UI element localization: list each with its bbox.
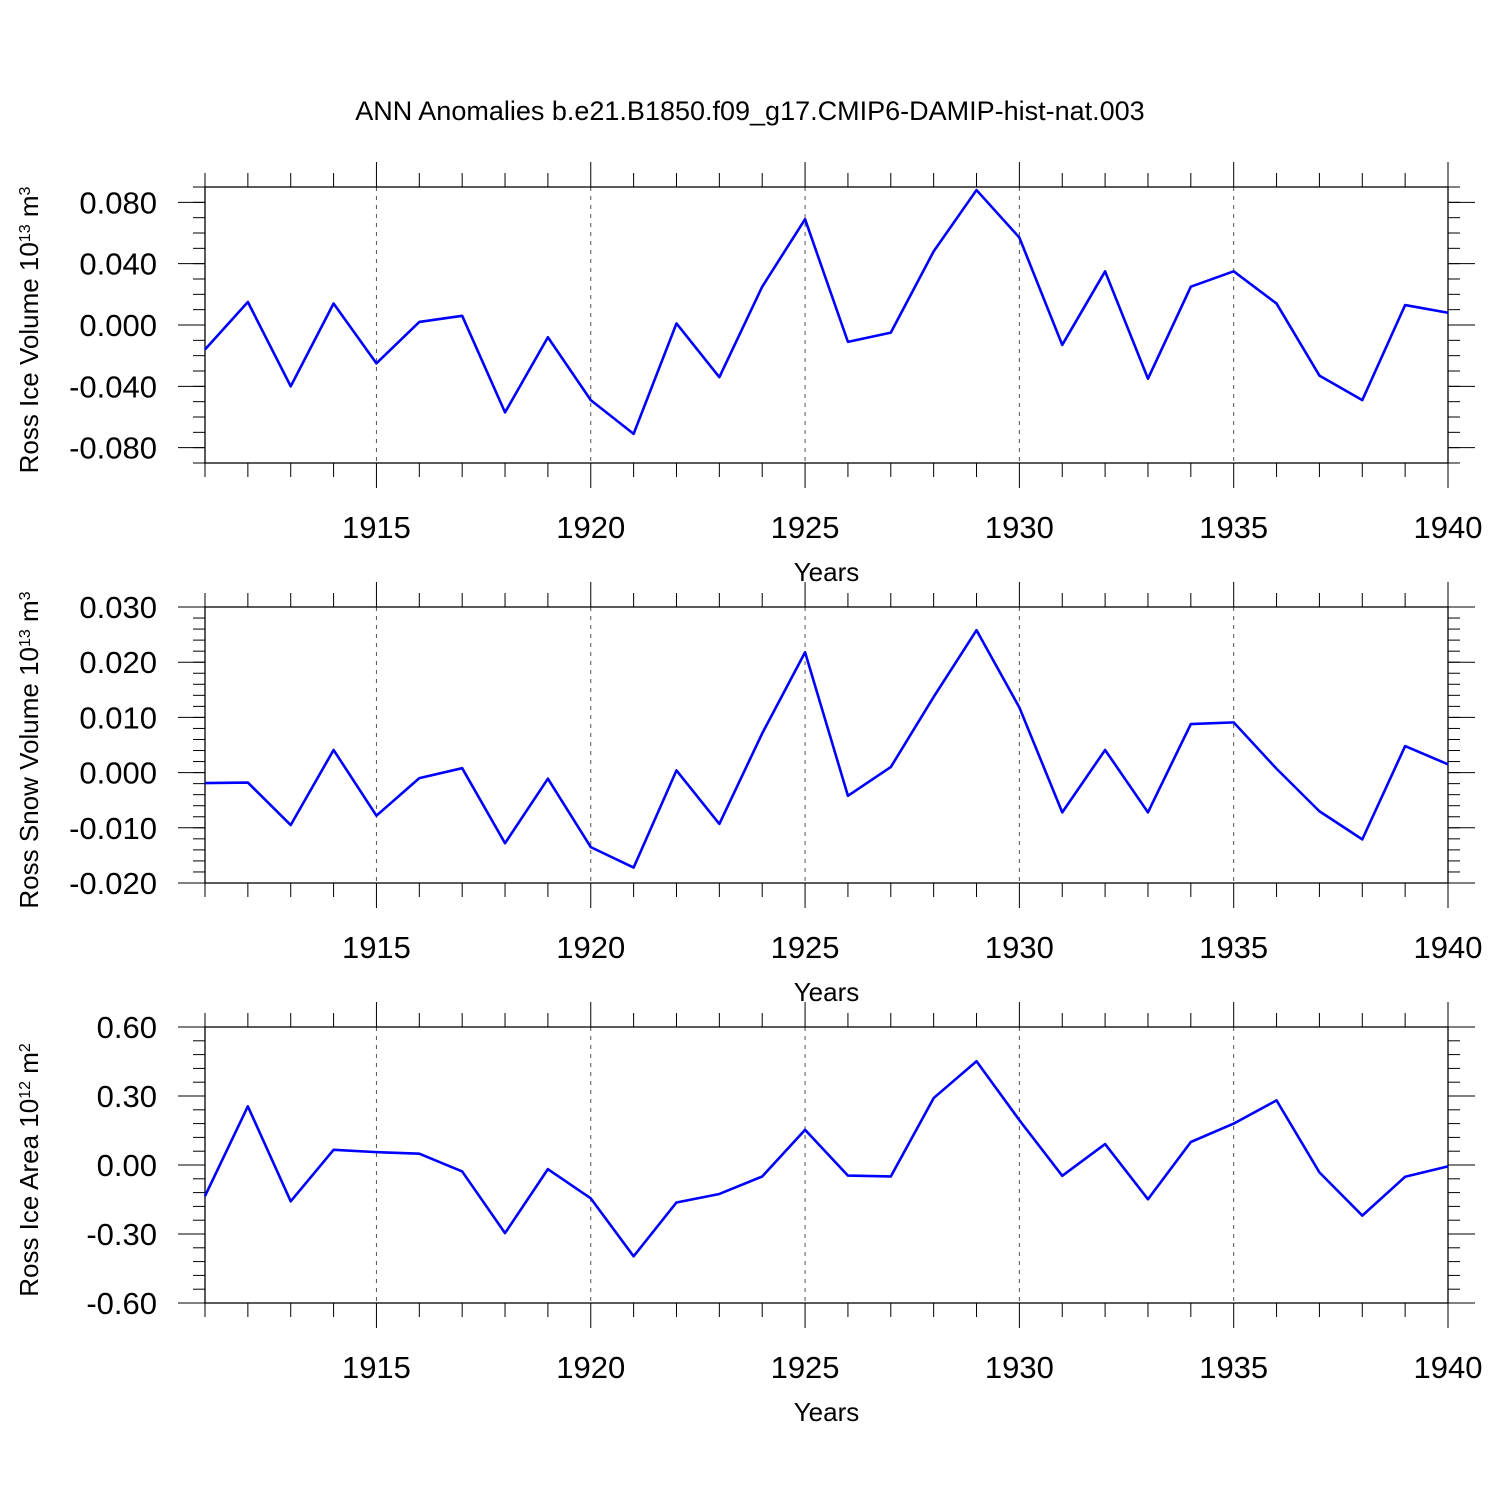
panel-1-ytick-label: 0.000 xyxy=(79,308,157,343)
panel-3-xtick-label: 1915 xyxy=(342,1350,411,1385)
panel-2-series-line xyxy=(205,630,1448,867)
panel-3-ytick-label: 0.00 xyxy=(97,1148,157,1183)
panel-1-ytick-label: 0.040 xyxy=(79,247,157,282)
panel-1-xtick-label: 1940 xyxy=(1414,510,1483,545)
panel-1-ylabel: Ross Ice Volume 1013 m3 xyxy=(14,186,44,473)
panel-1-series-line xyxy=(205,190,1448,434)
panel-1-xtick-label: 1930 xyxy=(985,510,1054,545)
panel-1-xtick-label: 1920 xyxy=(556,510,625,545)
panel-3-ytick-label: 0.60 xyxy=(97,1010,157,1045)
panel-2-xtick-label: 1935 xyxy=(1199,930,1268,965)
panel-2-ytick-label: -0.020 xyxy=(69,866,157,901)
panel-1-xlabel: Years xyxy=(794,557,860,587)
panel-2-xtick-label: 1940 xyxy=(1414,930,1483,965)
panel-1-xtick-label: 1925 xyxy=(771,510,840,545)
panel-3-ytick-label: -0.30 xyxy=(86,1217,157,1252)
panel-3-ylabel: Ross Ice Area 1012 m2 xyxy=(14,1043,44,1297)
panel-3-xtick-label: 1935 xyxy=(1199,1350,1268,1385)
figure-title: ANN Anomalies b.e21.B1850.f09_g17.CMIP6-… xyxy=(0,96,1500,127)
panel-2-xtick-label: 1915 xyxy=(342,930,411,965)
panel-1-ytick-label: 0.080 xyxy=(79,185,157,220)
panel-3-series-line xyxy=(205,1061,1448,1256)
panel-3-xlabel: Years xyxy=(794,1397,860,1427)
panel-2-frame xyxy=(205,607,1448,883)
panel-3-frame xyxy=(205,1027,1448,1303)
panel-3-ytick-label: 0.30 xyxy=(97,1079,157,1114)
panel-2-ytick-label: -0.010 xyxy=(69,811,157,846)
panel-3-xtick-label: 1925 xyxy=(771,1350,840,1385)
panel-1-xtick-label: 1935 xyxy=(1199,510,1268,545)
panel-2-ylabel: Ross Snow Volume 1013 m3 xyxy=(14,591,44,908)
panel-2-xtick-label: 1925 xyxy=(771,930,840,965)
panel-1-xtick-label: 1915 xyxy=(342,510,411,545)
panel-2-ytick-label: 0.020 xyxy=(79,645,157,680)
panel-3-xtick-label: 1920 xyxy=(556,1350,625,1385)
panel-1-ytick-label: -0.040 xyxy=(69,369,157,404)
panel-1-ytick-label: -0.080 xyxy=(69,431,157,466)
panel-1-frame xyxy=(205,187,1448,463)
panel-3-xtick-label: 1940 xyxy=(1414,1350,1483,1385)
panel-2-ytick-label: 0.030 xyxy=(79,590,157,625)
panel-3-ytick-label: -0.60 xyxy=(86,1286,157,1321)
panel-2-ytick-label: 0.000 xyxy=(79,756,157,791)
panel-2-ytick-label: 0.010 xyxy=(79,700,157,735)
panel-2-xtick-label: 1930 xyxy=(985,930,1054,965)
panel-2-xtick-label: 1920 xyxy=(556,930,625,965)
panel-3-xtick-label: 1930 xyxy=(985,1350,1054,1385)
panel-2-xlabel: Years xyxy=(794,977,860,1007)
